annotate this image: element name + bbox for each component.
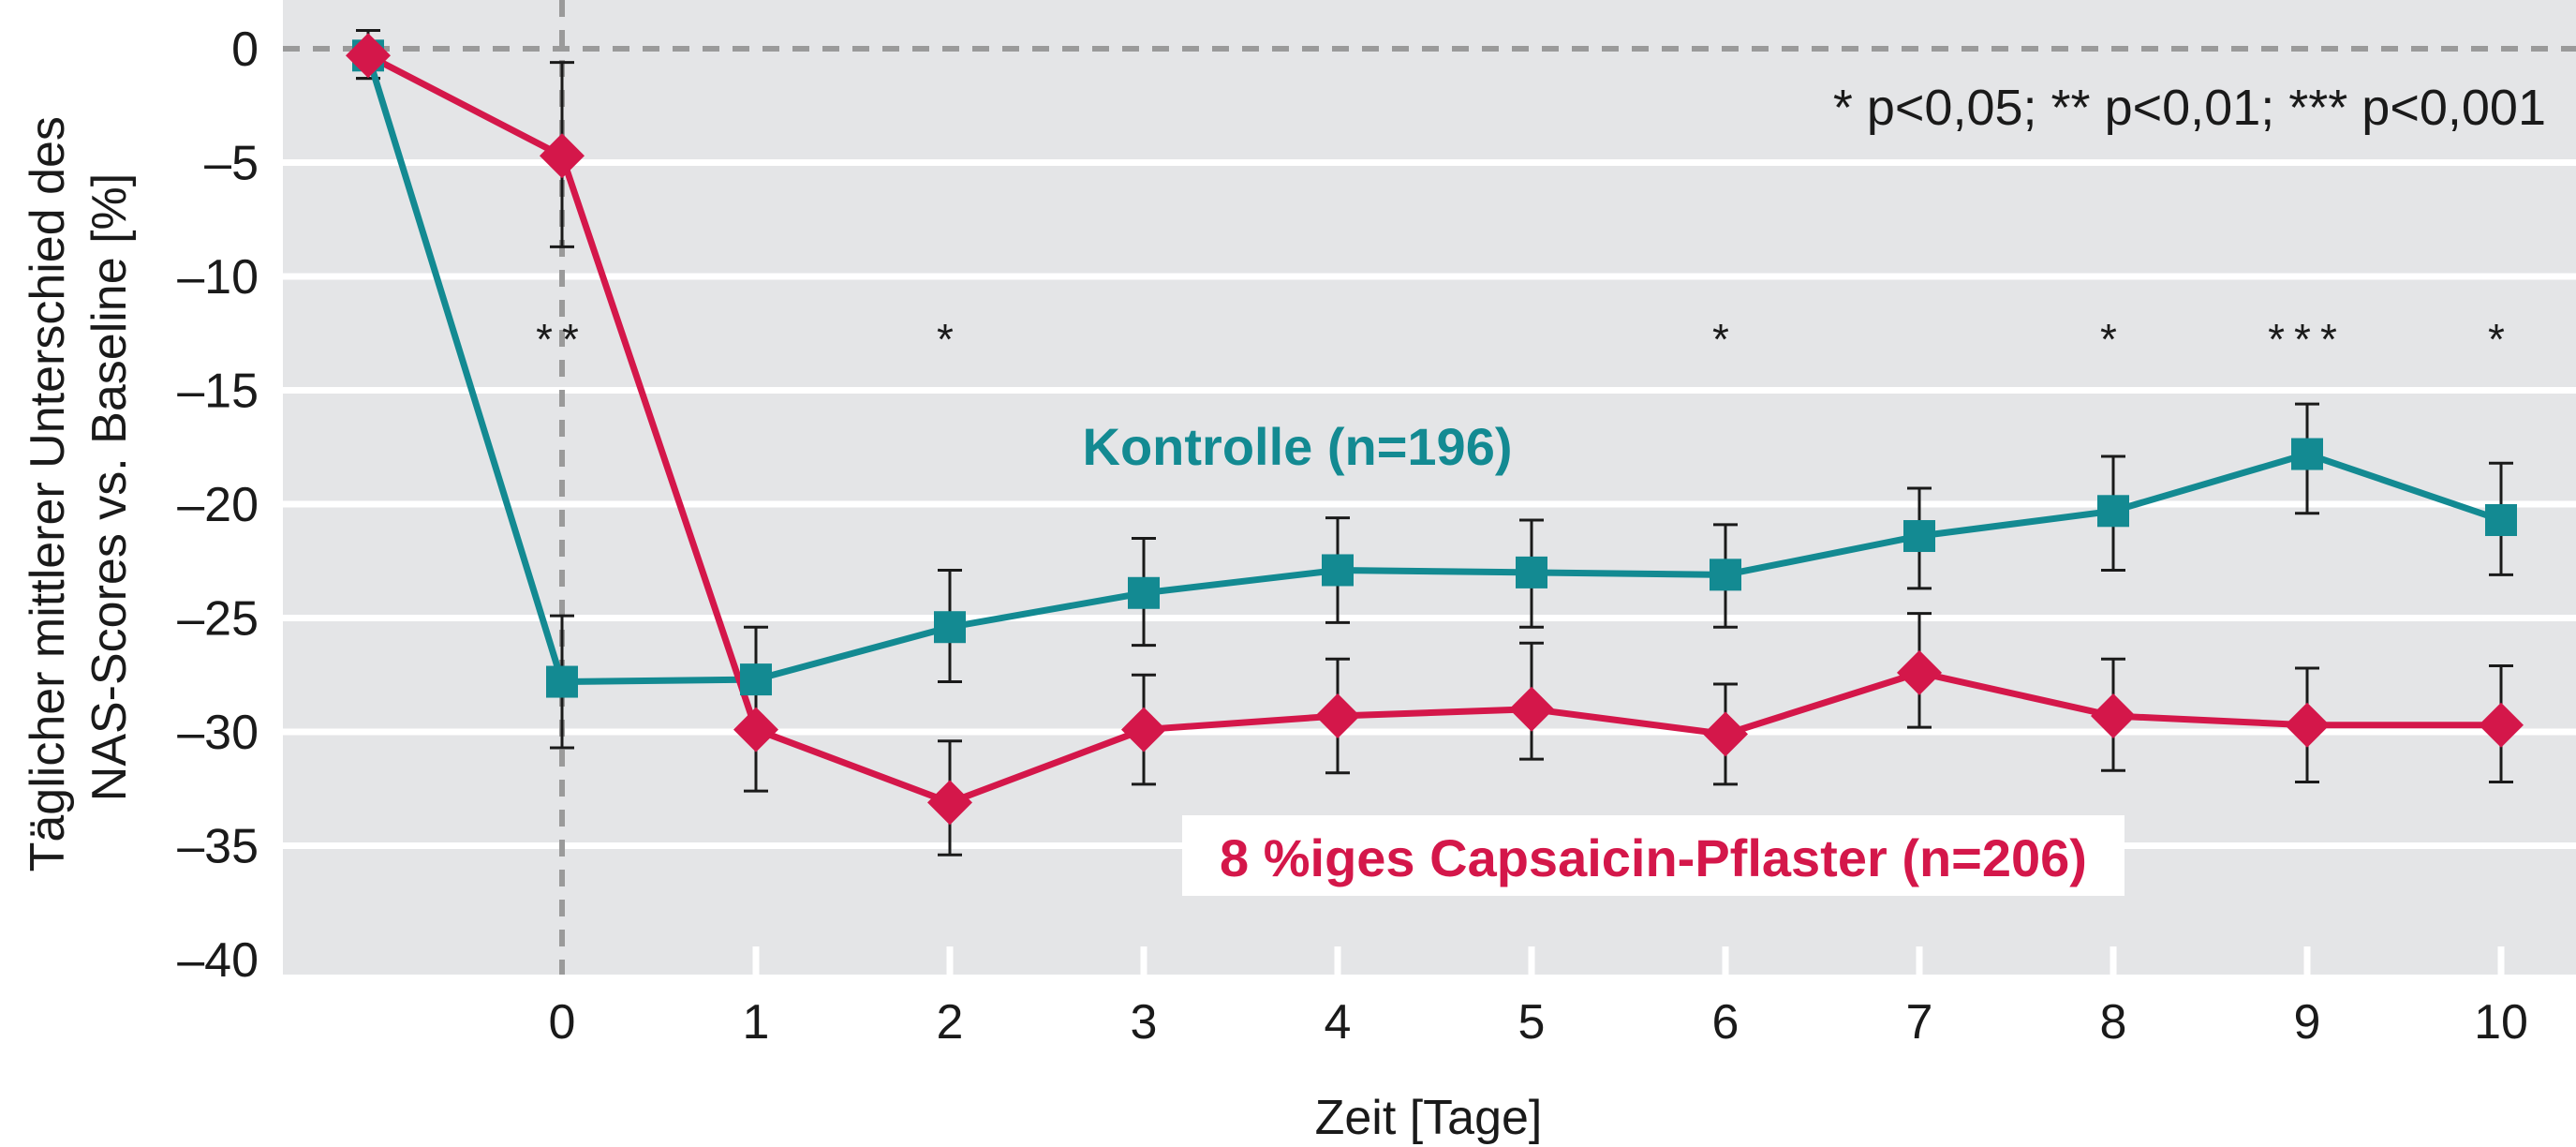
kontrolle-series-line bbox=[364, 54, 2503, 686]
kontrolle-data-point bbox=[546, 665, 578, 698]
x-tick-label: 1 bbox=[743, 995, 770, 1050]
x-tick-label: 7 bbox=[1906, 995, 1933, 1050]
significance-mark: * bbox=[2488, 315, 2514, 364]
y-tick-labels: 0 –5 –10 –15 –20 –25 –30 –35 –40 bbox=[177, 22, 259, 988]
y-axis-title-line-2: NAS-Scores vs. Baseline [%] bbox=[82, 173, 137, 801]
x-tick-label: 10 bbox=[2474, 995, 2528, 1050]
x-tick-label: 4 bbox=[1325, 995, 1352, 1050]
kontrolle-data-point bbox=[740, 663, 772, 696]
x-tick-label: 3 bbox=[1131, 995, 1158, 1050]
capsaicin-data-point bbox=[733, 707, 778, 752]
x-axis-title: Zeit [Tage] bbox=[1315, 1091, 1543, 1145]
series-layer bbox=[346, 29, 2524, 857]
capsaicin-data-point bbox=[2091, 693, 2136, 738]
capsaicin-data-point bbox=[1315, 693, 1360, 738]
x-tick-label: 8 bbox=[2100, 995, 2127, 1050]
capsaicin-data-point bbox=[2285, 702, 2330, 748]
y-axis-title: Täglicher mittlerer Unterschied des NAS-… bbox=[21, 103, 137, 872]
significance-mark: * bbox=[937, 315, 963, 364]
gridlines bbox=[283, 159, 2576, 849]
significance-mark: * bbox=[1712, 315, 1739, 364]
series-label-capsaicin-background bbox=[1182, 815, 2124, 896]
y-tick-label: –35 bbox=[177, 820, 259, 874]
x-tick-label: 2 bbox=[937, 995, 964, 1050]
x-tick-label: 9 bbox=[2294, 995, 2321, 1050]
kontrolle-data-point bbox=[2291, 438, 2323, 470]
x-tick-label: 0 bbox=[549, 995, 576, 1050]
y-tick-label: –30 bbox=[177, 706, 259, 760]
capsaicin-series-line bbox=[366, 52, 2501, 806]
y-tick-label: 0 bbox=[231, 22, 259, 77]
kontrolle-data-point bbox=[934, 611, 966, 644]
capsaicin-data-point bbox=[540, 133, 585, 179]
significance-marks: ** * * * *** * bbox=[536, 315, 2514, 364]
series-label-capsaicin: 8 %iges Capsaicin-Pflaster (n=206) bbox=[1220, 828, 2087, 887]
capsaicin-data-point bbox=[1703, 711, 1748, 757]
y-tick-label: –20 bbox=[177, 478, 259, 532]
kontrolle-data-point bbox=[2097, 495, 2129, 528]
capsaicin-data-point bbox=[2479, 702, 2524, 748]
significance-mark: *** bbox=[2268, 315, 2347, 364]
capsaicin-data-point bbox=[927, 780, 972, 826]
y-tick-label: –10 bbox=[177, 250, 259, 305]
x-tick-label: 5 bbox=[1518, 995, 1546, 1050]
kontrolle-data-point bbox=[1903, 520, 1935, 553]
kontrolle-data-point bbox=[1322, 554, 1354, 587]
capsaicin-data-point bbox=[1509, 686, 1554, 732]
kontrolle-data-point bbox=[1128, 576, 1160, 609]
x-tick-label: 6 bbox=[1712, 995, 1740, 1050]
y-tick-label: –5 bbox=[204, 137, 259, 191]
capsaicin-data-point bbox=[1897, 649, 1942, 695]
x-tick-labels: 0 1 2 3 4 5 6 7 8 9 10 bbox=[549, 995, 2528, 1050]
y-axis-title-line-1: Täglicher mittlerer Unterschied des bbox=[21, 116, 75, 871]
kontrolle-data-point bbox=[1516, 556, 1547, 588]
series-label-kontrolle: Kontrolle (n=196) bbox=[1083, 417, 1513, 476]
kontrolle-data-point bbox=[1710, 559, 1741, 591]
significance-mark: * bbox=[2100, 315, 2126, 364]
y-tick-label: –40 bbox=[177, 933, 259, 988]
significance-note: * p<0,05; ** p<0,01; *** p<0,001 bbox=[1833, 80, 2546, 136]
capsaicin-data-point bbox=[346, 33, 391, 79]
significance-mark: ** bbox=[536, 315, 588, 364]
y-tick-label: –25 bbox=[177, 592, 259, 647]
y-tick-label: –15 bbox=[177, 365, 259, 419]
x-tick-marks bbox=[752, 946, 2505, 975]
kontrolle-data-point bbox=[2485, 504, 2517, 537]
capsaicin-data-point bbox=[1121, 707, 1166, 752]
